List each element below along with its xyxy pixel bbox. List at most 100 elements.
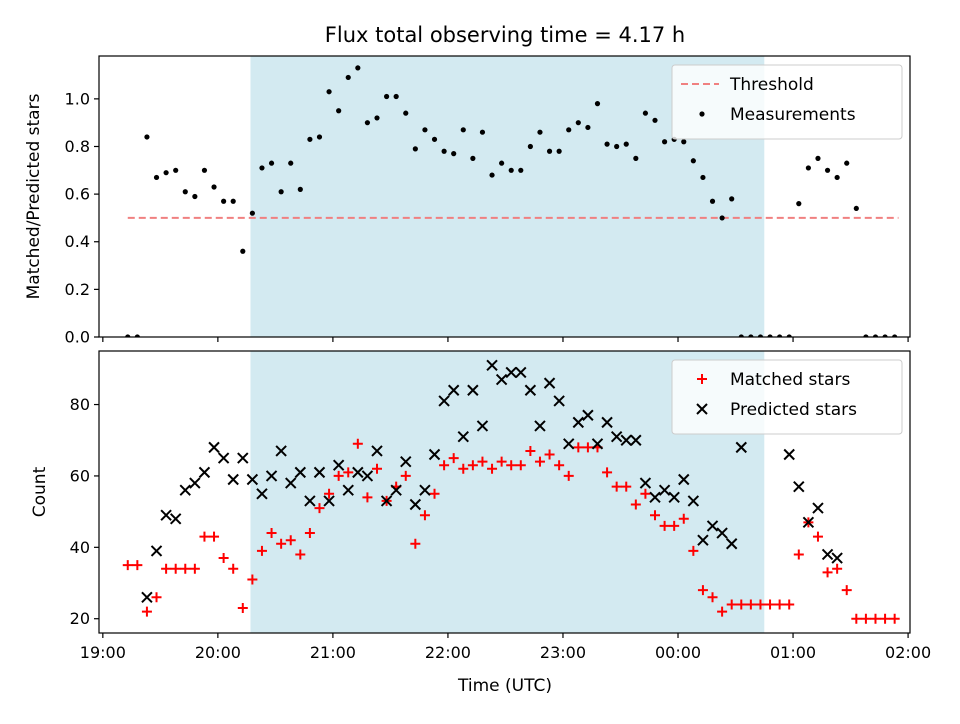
measurement-point [240,248,246,254]
bottom-y-tick-label: 20 [70,609,90,628]
matched-stars-point [611,481,622,492]
matched-stars-point [439,460,450,471]
measurement-point [594,101,601,107]
matched-stars-point [132,560,143,571]
matched-stars-point [180,563,191,574]
measurement-point [556,148,562,154]
matched-stars-point [812,531,823,542]
matched-stars-point [189,563,200,574]
x-tick-label: 19:00 [80,643,126,662]
matched-stars-point [582,442,593,453]
predicted-stars-point [591,438,604,450]
predicted-stars-point [668,491,680,504]
predicted-stars-point [342,484,354,496]
measurement-point [709,198,716,204]
top-y-tick-label: 0.6 [65,185,90,204]
predicted-stars-point [198,466,211,479]
predicted-stars-point [371,445,383,457]
predicted-stars-point [601,416,613,429]
top-y-tick-label: 1.0 [65,89,90,108]
predicted-stars-point [352,466,364,479]
measurement-point [642,110,649,116]
measurement-point [393,93,399,100]
bottom-legend-box [671,359,903,435]
matched-stars-point [841,585,852,596]
measurement-point [134,334,140,337]
matched-stars-point [324,488,335,499]
predicted-stars-point [630,434,642,446]
predicted-stars-point [419,484,431,496]
matched-stars-point [573,442,584,453]
legend-label: Predicted stars [730,400,857,420]
measurement-point [268,160,275,166]
measurement-point [661,139,668,145]
measurement-point [700,174,706,181]
x-axis-label: Time (UTC) [457,676,552,696]
predicted-stars-point [783,448,795,461]
measurement-point [288,160,294,166]
matched-stars-point [304,528,315,539]
matched-stars-point [506,460,517,471]
predicted-stars-point [793,480,805,493]
measurement-point [767,334,773,337]
predicted-stars-point [610,430,623,443]
measurement-point [182,189,188,195]
x-tick-label: 02:00 [885,643,931,662]
bottom-panel: 19:00 20:00 21:00 22:00 23:00 00:00 01:00 02:00… [30,350,931,662]
matched-stars-point [170,563,181,574]
matched-stars-point [333,470,344,481]
measurement-point [690,158,696,164]
top-legend-box [671,64,903,140]
predicted-stars-point [534,420,546,432]
measurement-point [719,215,725,221]
predicted-stars-point [524,384,537,396]
measurement-point [796,201,802,207]
matched-stars-point [314,503,325,514]
matched-stars-point [822,567,833,578]
matched-stars-point [295,549,306,560]
x-tick-label: 00:00 [655,643,701,662]
measurement-point [882,334,888,337]
matched-stars-point [525,445,536,456]
predicted-stars-point [486,359,498,371]
bottom-y-axis-label: Count [30,466,50,517]
measurement-point [729,196,735,202]
matched-stars-point [678,513,689,524]
matched-stars-point [765,599,776,610]
measurement-point [872,334,879,337]
measurement-point [374,115,380,121]
measurement-point [201,167,208,173]
measurement-point [518,167,524,173]
measurement-point [249,210,255,216]
predicted-stars-point [294,466,307,479]
measurement-point [259,165,265,171]
measurement-point [211,184,217,190]
matched-stars-point [755,599,766,610]
measurement-point [163,170,169,176]
predicted-stars-point [361,470,374,482]
predicted-stars-point [217,452,230,464]
measurement-point [326,89,332,95]
predicted-stars-point [620,434,632,446]
measurement-point [451,151,457,157]
matched-stars-point [362,492,373,503]
top-y-tick-label: 0.4 [65,232,90,251]
measurement-point [844,160,850,166]
measurement-point [355,65,361,71]
matched-stars-point [199,531,210,542]
matched-stars-point [860,613,871,624]
measurement-point [278,189,284,195]
matched-stars-point [745,599,756,610]
predicted-stars-point [438,395,450,407]
matched-stars-point [256,545,267,556]
top-y-tick-label: 0.8 [65,137,90,156]
measurement-point [805,165,811,171]
top-legend: Threshold Measurements [671,64,903,140]
matched-stars-point [400,470,411,481]
matched-stars-point [784,599,795,610]
predicted-stars-point [725,538,738,550]
predicted-stars-point [409,498,422,511]
legend-label: Matched stars [730,370,850,390]
measurement-point [192,193,198,200]
